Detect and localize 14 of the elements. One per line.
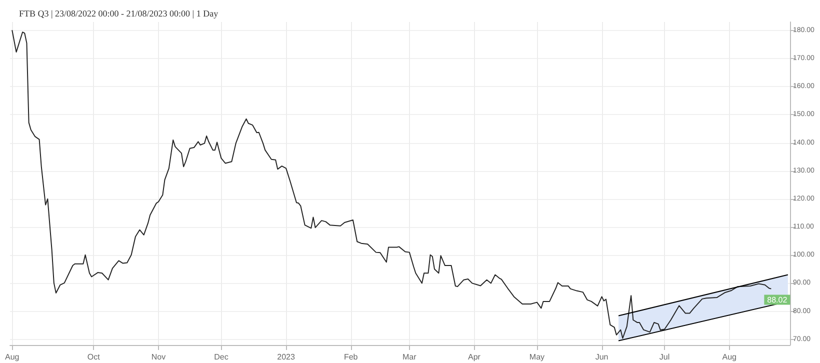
x-tick-label: Aug — [4, 352, 20, 362]
x-tick-label: May — [529, 352, 545, 362]
x-tick-label: Feb — [344, 352, 358, 362]
x-tick-label: Jun — [595, 352, 608, 362]
x-tick-label: Oct — [87, 352, 101, 362]
x-tick-label: Nov — [151, 352, 166, 362]
x-tick-label: 2023 — [277, 352, 296, 362]
chart-title: FTB Q3 | 23/08/2022 00:00 - 21/08/2023 00:00 | 1 Day — [19, 8, 219, 18]
annotation: 88.02 — [767, 295, 788, 304]
x-tick-label: Dec — [214, 352, 228, 362]
x-tick-label: Jul — [659, 352, 670, 362]
x-tick-label: Mar — [402, 352, 417, 362]
x-tick-label: Aug — [722, 352, 736, 362]
x-tick-label: Apr — [468, 352, 481, 362]
